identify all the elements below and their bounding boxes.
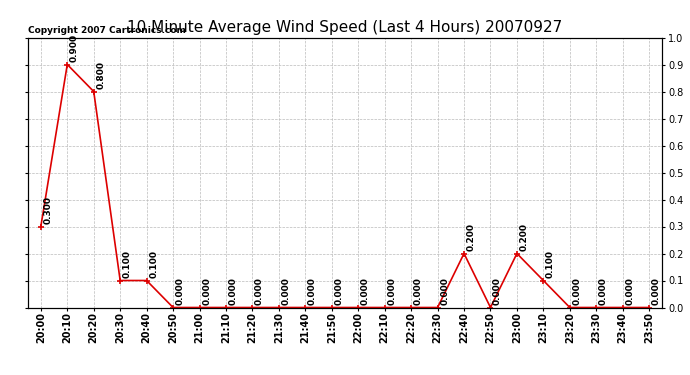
Text: 0.000: 0.000 <box>228 278 237 305</box>
Text: 0.000: 0.000 <box>282 278 290 305</box>
Text: 0.000: 0.000 <box>387 278 396 305</box>
Text: 0.000: 0.000 <box>308 278 317 305</box>
Text: 0.000: 0.000 <box>255 278 264 305</box>
Text: 0.000: 0.000 <box>493 278 502 305</box>
Text: 0.900: 0.900 <box>70 34 79 62</box>
Text: 0.000: 0.000 <box>625 278 634 305</box>
Text: Copyright 2007 Cartronics.com: Copyright 2007 Cartronics.com <box>28 26 186 35</box>
Text: 0.000: 0.000 <box>652 278 661 305</box>
Text: 0.000: 0.000 <box>440 278 449 305</box>
Text: 0.000: 0.000 <box>573 278 582 305</box>
Text: 0.000: 0.000 <box>361 278 370 305</box>
Text: 0.200: 0.200 <box>520 224 529 251</box>
Text: 0.100: 0.100 <box>149 251 158 278</box>
Text: 0.100: 0.100 <box>546 251 555 278</box>
Text: 0.000: 0.000 <box>335 278 344 305</box>
Title: 10 Minute Average Wind Speed (Last 4 Hours) 20070927: 10 Minute Average Wind Speed (Last 4 Hou… <box>128 20 562 35</box>
Text: 0.200: 0.200 <box>466 224 475 251</box>
Text: 0.000: 0.000 <box>202 278 211 305</box>
Text: 0.800: 0.800 <box>97 62 106 89</box>
Text: 0.300: 0.300 <box>43 196 52 224</box>
Text: 0.000: 0.000 <box>176 278 185 305</box>
Text: 0.100: 0.100 <box>123 251 132 278</box>
Text: 0.000: 0.000 <box>599 278 608 305</box>
Text: 0.000: 0.000 <box>414 278 423 305</box>
